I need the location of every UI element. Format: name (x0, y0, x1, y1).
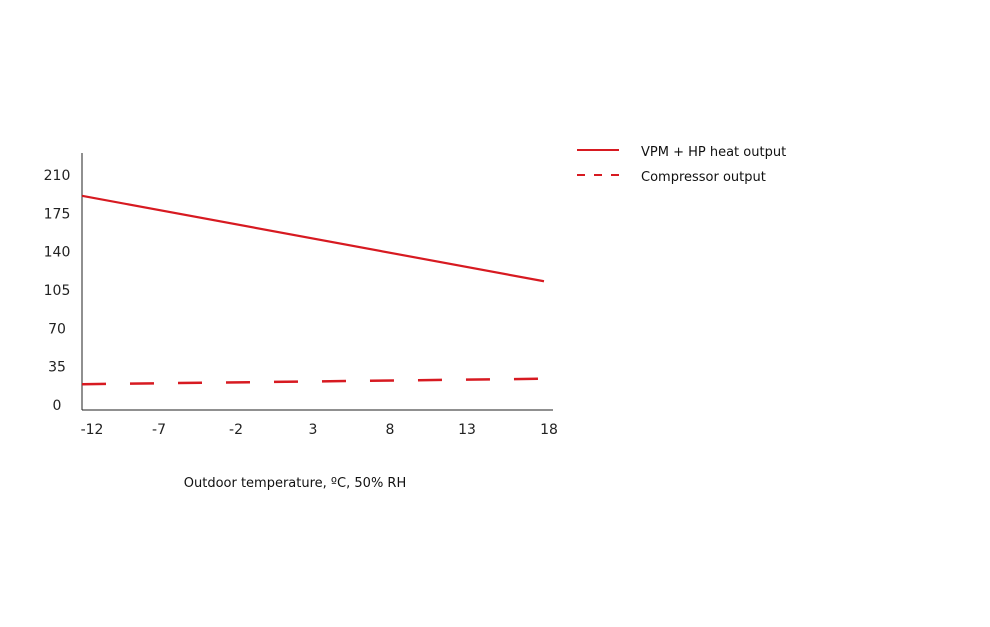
x-tick-label: -2 (229, 422, 243, 438)
y-tick-label: 210 (44, 168, 71, 184)
x-tick-label: -12 (81, 422, 104, 438)
legend-label: Compressor output (641, 170, 766, 185)
x-tick-label: 8 (386, 422, 395, 438)
compressor-output-line (81, 377, 545, 386)
y-tick-label: 140 (44, 245, 71, 261)
x-tick-label: 13 (458, 422, 476, 438)
y-tick-label: 0 (53, 398, 62, 414)
y-tick-label: 35 (48, 360, 66, 376)
x-tick-label: 18 (540, 422, 558, 438)
y-tick-labels: 0 35 70 105 140 175 210 (44, 168, 71, 414)
x-tick-label: 3 (309, 422, 318, 438)
y-tick-label: 175 (44, 206, 71, 222)
x-tick-label: -7 (152, 422, 166, 438)
y-tick-label: 105 (44, 283, 71, 299)
series-lines (81, 194, 545, 386)
legend-label: VPM + HP heat output (641, 145, 786, 160)
x-tick-labels: -12 -7 -2 3 8 13 18 (81, 422, 558, 438)
y-tick-label: 70 (48, 321, 66, 337)
heat-output-line (81, 194, 545, 283)
legend: VPM + HP heat output Compressor output (577, 145, 786, 185)
x-axis-title: Outdoor temperature, ºC, 50% RH (184, 476, 407, 491)
